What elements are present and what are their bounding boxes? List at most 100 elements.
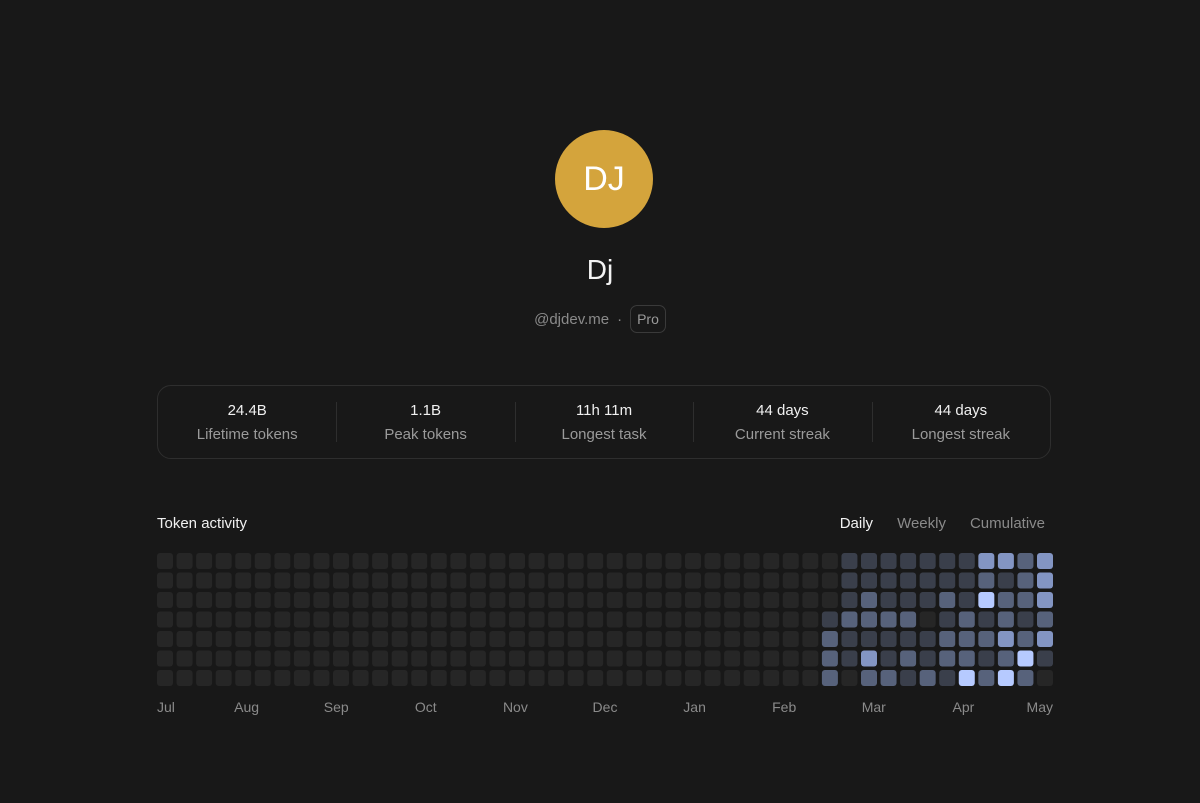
activity-cell (1037, 631, 1053, 647)
activity-cell (626, 572, 643, 589)
activity-cell (861, 631, 877, 647)
tab[interactable]: Cumulative (969, 515, 1045, 532)
activity-cell (821, 572, 838, 589)
activity-cell (685, 572, 701, 589)
activity-cell (724, 572, 741, 589)
stat-value: 1.1B (410, 401, 442, 419)
activity-cell (469, 611, 486, 628)
activity-cell (176, 572, 193, 589)
activity-cell (411, 670, 428, 686)
activity-cell (391, 553, 408, 569)
activity-cell (743, 631, 760, 647)
activity-cell (978, 670, 995, 686)
activity-cell (997, 611, 1014, 628)
activity-cell (528, 670, 545, 686)
activity-cell (685, 670, 701, 686)
activity-cell (313, 650, 330, 667)
activity-cell (509, 670, 525, 686)
activity-cell (997, 650, 1014, 667)
activity-cell (196, 611, 213, 628)
activity-cell (157, 611, 173, 628)
activity-cell (430, 572, 447, 589)
activity-cell (215, 631, 232, 647)
activity-cell (587, 592, 604, 608)
activity-cell (880, 592, 897, 608)
activity-cell (821, 592, 838, 608)
activity-cell (567, 670, 584, 686)
activity-cell (548, 670, 565, 686)
activity-cell (235, 611, 252, 628)
activity-cell (665, 592, 682, 608)
activity-cell (313, 592, 330, 608)
activity-cell (665, 670, 682, 686)
stat: 1.1B Peak tokens (336, 386, 514, 458)
activity-cell (900, 592, 917, 608)
stat-label: Peak tokens (384, 425, 467, 443)
activity-cell (900, 670, 917, 686)
activity-cell (782, 553, 799, 569)
activity-cell (763, 650, 780, 667)
activity-cell (450, 670, 467, 686)
activity-cell (157, 631, 173, 647)
activity-cell (958, 631, 975, 647)
activity-cell (919, 572, 936, 589)
activity-cell (352, 631, 369, 647)
activity-cell (919, 631, 936, 647)
activity-cell (626, 592, 643, 608)
month-label: Aug (234, 699, 259, 715)
activity-cell (743, 553, 760, 569)
activity-cell (274, 650, 291, 667)
activity-cell (958, 611, 975, 628)
activity-cell (196, 631, 213, 647)
activity-cell (528, 611, 545, 628)
activity-cell (176, 670, 193, 686)
activity-cell (567, 611, 584, 628)
activity-cell (861, 572, 877, 589)
tab[interactable]: Daily (839, 515, 874, 532)
activity-cell (665, 650, 682, 667)
stat-value: 44 days (934, 401, 988, 419)
activity-cell (939, 572, 956, 589)
activity-cell (1017, 572, 1034, 589)
month-label: Nov (503, 699, 528, 715)
activity-cell (352, 572, 369, 589)
activity-cell (900, 553, 917, 569)
plan-badge: Pro (630, 305, 666, 333)
activity-cell (997, 572, 1014, 589)
activity-cell (450, 631, 467, 647)
activity-cell (724, 650, 741, 667)
activity-cell (939, 611, 956, 628)
activity-cell (587, 670, 604, 686)
activity-cell (763, 553, 780, 569)
activity-cell (587, 611, 604, 628)
activity-cell (724, 592, 741, 608)
activity-cell (333, 670, 349, 686)
activity-cell (333, 572, 349, 589)
activity-cell (372, 592, 389, 608)
activity-cell (254, 592, 271, 608)
activity-cell (157, 553, 173, 569)
tab[interactable]: Weekly (897, 515, 946, 532)
month-label: Oct (415, 699, 437, 715)
activity-cell (841, 592, 858, 608)
activity-cell (919, 670, 936, 686)
activity-cell (606, 592, 623, 608)
activity-cell (528, 650, 545, 667)
activity-cell (176, 553, 193, 569)
activity-cell (880, 553, 897, 569)
handle-row: @djdev.me · Pro (0, 305, 1200, 333)
activity-cell (176, 631, 193, 647)
activity-cell (606, 553, 623, 569)
activity-cell (841, 611, 858, 628)
activity-cell (215, 650, 232, 667)
activity-cell (665, 572, 682, 589)
activity-cell (235, 553, 252, 569)
activity-cell (489, 650, 506, 667)
activity-cell (489, 631, 506, 647)
stat-label: Lifetime tokens (196, 425, 298, 443)
activity-cell (196, 592, 213, 608)
activity-cell (704, 592, 721, 608)
activity-cell (880, 670, 897, 686)
